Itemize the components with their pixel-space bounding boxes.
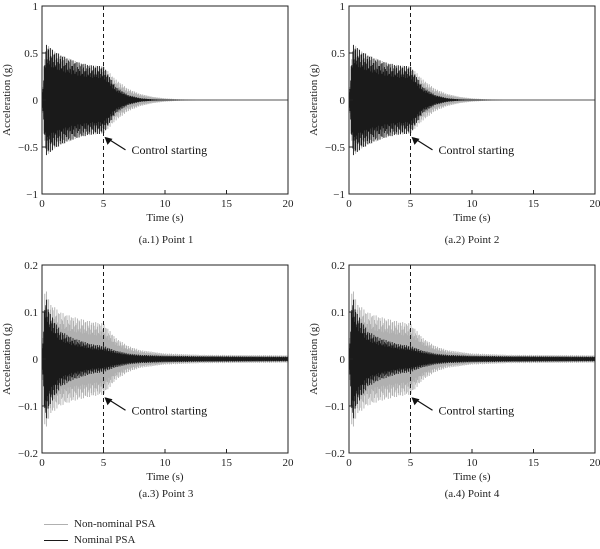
y-tick-label: −0.5 bbox=[325, 142, 345, 154]
y-tick-label: 0.5 bbox=[331, 48, 345, 60]
x-tick-label: 5 bbox=[408, 457, 414, 469]
annotation-arrowhead bbox=[411, 397, 420, 406]
x-axis-label: Time (s) bbox=[146, 212, 184, 224]
annotation-label: Control starting bbox=[132, 143, 208, 157]
caption-a2: (a.2) Point 2 bbox=[444, 234, 500, 246]
annotation-arrowhead bbox=[411, 136, 420, 145]
x-tick-label: 5 bbox=[101, 198, 107, 210]
x-tick-label: 0 bbox=[346, 198, 352, 210]
annotation-label: Control starting bbox=[439, 403, 515, 417]
x-tick-label: 15 bbox=[221, 457, 233, 469]
y-tick-label: 0 bbox=[340, 95, 346, 107]
y-tick-label: 0.1 bbox=[24, 307, 38, 319]
y-tick-label: −0.1 bbox=[325, 401, 345, 413]
y-axis-label: Acceleration (g) bbox=[308, 323, 320, 395]
caption-a1: (a.1) Point 1 bbox=[138, 234, 194, 246]
annotation-label: Control starting bbox=[439, 143, 515, 157]
annotation-arrowhead bbox=[104, 397, 113, 406]
legend-item-nominal: Nominal PSA bbox=[44, 532, 156, 548]
y-tick-label: 0 bbox=[340, 354, 346, 366]
x-tick-label: 15 bbox=[528, 198, 540, 210]
x-axis-label: Time (s) bbox=[453, 471, 491, 483]
y-tick-label: −0.5 bbox=[18, 142, 38, 154]
y-tick-label: −1 bbox=[26, 189, 38, 201]
x-tick-label: 20 bbox=[590, 457, 600, 469]
chart-panel-2: 0 5 10 15 20 −1 −0.5 0 0.5 1 Time (s) Acceleration … bbox=[308, 1, 600, 224]
y-axis-label: Acceleration (g) bbox=[308, 64, 320, 136]
x-axis-label: Time (s) bbox=[453, 212, 491, 224]
legend: Non-nominal PSA Nominal PSA bbox=[44, 516, 156, 548]
legend-label-nominal: Nominal PSA bbox=[74, 534, 136, 546]
x-tick-label: 10 bbox=[467, 198, 479, 210]
x-tick-label: 15 bbox=[528, 457, 540, 469]
x-tick-label: 10 bbox=[160, 198, 172, 210]
plot-area bbox=[42, 44, 288, 156]
y-tick-label: 0.2 bbox=[24, 260, 38, 272]
y-tick-label: 0.1 bbox=[331, 307, 345, 319]
legend-swatch-non-nominal bbox=[44, 523, 68, 525]
y-tick-label: −0.1 bbox=[18, 401, 38, 413]
plot-area bbox=[349, 44, 595, 156]
x-tick-label: 0 bbox=[346, 457, 352, 469]
x-tick-label: 10 bbox=[467, 457, 479, 469]
legend-label-non-nominal: Non-nominal PSA bbox=[74, 518, 156, 530]
x-axis-label: Time (s) bbox=[146, 471, 184, 483]
y-tick-label: −0.2 bbox=[18, 448, 38, 460]
x-tick-label: 5 bbox=[101, 457, 107, 469]
x-tick-label: 5 bbox=[408, 198, 414, 210]
y-tick-label: −1 bbox=[333, 189, 345, 201]
y-tick-label: 1 bbox=[33, 1, 39, 13]
caption-a4: (a.4) Point 4 bbox=[444, 488, 500, 500]
y-tick-label: 0.5 bbox=[24, 48, 38, 60]
x-tick-label: 20 bbox=[590, 198, 600, 210]
x-tick-label: 0 bbox=[39, 198, 45, 210]
x-tick-label: 0 bbox=[39, 457, 45, 469]
x-tick-label: 20 bbox=[283, 457, 295, 469]
annotation-label: Control starting bbox=[132, 403, 208, 417]
y-axis-label: Acceleration (g) bbox=[1, 64, 13, 136]
y-tick-label: −0.2 bbox=[325, 448, 345, 460]
y-tick-label: 0.2 bbox=[331, 260, 345, 272]
caption-a3: (a.3) Point 3 bbox=[138, 488, 194, 500]
y-tick-label: 0 bbox=[33, 354, 39, 366]
x-tick-label: 10 bbox=[160, 457, 172, 469]
y-tick-label: 1 bbox=[340, 1, 346, 13]
legend-item-non-nominal: Non-nominal PSA bbox=[44, 516, 156, 532]
y-tick-label: 0 bbox=[33, 95, 39, 107]
annotation-arrowhead bbox=[104, 136, 113, 145]
x-tick-label: 20 bbox=[283, 198, 295, 210]
x-tick-label: 15 bbox=[221, 198, 233, 210]
legend-swatch-nominal bbox=[44, 539, 68, 541]
chart-panel-3: 0 5 10 15 20 −0.2 −0.1 0 0.1 0.2 Time (s) Accelerat… bbox=[1, 260, 294, 483]
y-axis-label: Acceleration (g) bbox=[1, 323, 13, 395]
chart-panel-4: 0 5 10 15 20 −0.2 −0.1 0 0.1 0.2 Time (s) Accelerat… bbox=[308, 260, 600, 483]
chart-panel-1: 0 5 10 15 20 −1 −0.5 0 0.5 1 Time (s) Acceleration … bbox=[1, 1, 294, 224]
